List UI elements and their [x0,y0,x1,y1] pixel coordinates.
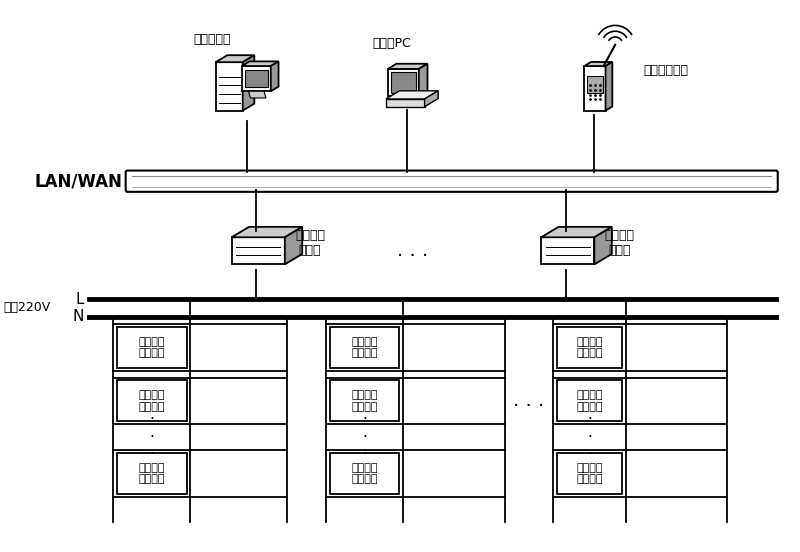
Bar [330,327,399,368]
Polygon shape [584,62,612,66]
Bar [117,327,186,368]
Text: L: L [75,291,84,307]
Polygon shape [242,61,278,66]
Polygon shape [242,66,270,91]
Polygon shape [386,99,425,107]
Text: ·
·
·: · · · [150,412,154,462]
Text: ·
·
·: · · · [362,412,367,462]
Text: 远程智能
服务器: 远程智能 服务器 [605,229,634,257]
Text: 客户端PC: 客户端PC [372,36,411,50]
Bar [330,453,399,493]
Polygon shape [390,72,416,93]
Polygon shape [270,61,278,91]
Polygon shape [606,62,612,110]
Polygon shape [541,227,612,237]
Text: 分体空调
控制插座: 分体空调 控制插座 [576,390,603,412]
Polygon shape [249,91,266,98]
Text: 分体空调
控制插座: 分体空调 控制插座 [351,463,378,484]
Text: 分体空调
控制插座: 分体空调 控制插座 [576,463,603,484]
Polygon shape [242,55,254,110]
Bar [117,453,186,493]
Polygon shape [388,69,419,96]
Text: 分体空调
控制插座: 分体空调 控制插座 [138,390,165,412]
Text: . . .: . . . [398,241,429,261]
Text: N: N [73,309,84,324]
Polygon shape [541,237,594,264]
Text: 市电220V: 市电220V [3,301,50,315]
Text: 移动通讯设备: 移动通讯设备 [643,65,688,77]
Polygon shape [419,63,427,96]
Text: 分体空调
控制插座: 分体空调 控制插座 [138,463,165,484]
Polygon shape [216,62,242,110]
Polygon shape [231,237,285,264]
Text: . . .: . . . [514,391,545,410]
Bar [117,380,186,421]
Text: 分体空调
控制插座: 分体空调 控制插座 [576,337,603,358]
Polygon shape [594,227,612,264]
Bar [557,327,622,368]
Polygon shape [587,76,602,93]
Polygon shape [386,91,438,99]
Polygon shape [285,227,302,264]
Polygon shape [425,91,438,107]
Text: 分体空调
控制插座: 分体空调 控制插座 [138,337,165,358]
Polygon shape [216,55,254,62]
Bar [557,453,622,493]
Polygon shape [245,70,268,87]
Text: 远程智能
服务器: 远程智能 服务器 [295,229,325,257]
Bar [557,380,622,421]
FancyBboxPatch shape [126,171,778,192]
Polygon shape [231,227,302,237]
Text: LAN/WAN: LAN/WAN [35,172,122,190]
Polygon shape [584,66,606,110]
Text: 分体空调
控制插座: 分体空调 控制插座 [351,337,378,358]
Text: 数据服务器: 数据服务器 [193,33,230,46]
Text: 分体空调
控制插座: 分体空调 控制插座 [351,390,378,412]
Text: ·
·
·: · · · [587,412,592,462]
Bar [330,380,399,421]
Polygon shape [388,63,427,69]
